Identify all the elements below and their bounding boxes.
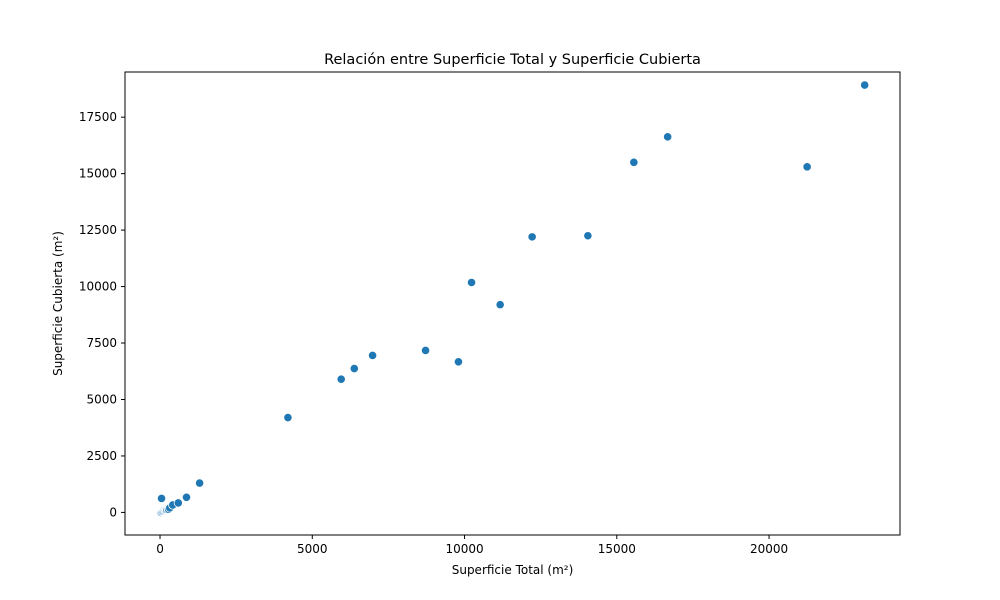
y-axis-label: Superficie Cubierta (m²) [51,231,65,376]
x-tick-label: 10000 [445,542,483,556]
data-point [453,357,464,367]
x-tick-label: 0 [156,542,164,556]
data-point [181,492,192,502]
data-point [629,157,639,167]
data-point [420,345,431,356]
y-axis-ticks: 0 2500 5000 7500 10000 12500 15000 17500 [79,110,125,519]
x-tick-label: 15000 [598,542,636,556]
data-point [349,363,359,374]
y-tick-label: 0 [109,505,117,519]
data-point [336,374,346,384]
data-point [173,498,183,508]
x-axis-label: Superficie Total (m²) [452,563,574,577]
data-point [466,277,477,288]
x-tick-label: 5000 [297,542,328,556]
x-tick-label: 20000 [750,542,788,556]
x-axis-ticks: 0 5000 10000 15000 20000 [156,535,788,556]
data-point [367,350,378,361]
y-tick-label: 2500 [86,449,117,463]
data-point [195,478,205,488]
data-point [283,412,293,423]
data-point [802,162,812,172]
data-point [156,493,167,504]
data-point [663,132,673,142]
data-point [860,80,870,90]
y-tick-label: 15000 [79,167,117,181]
chart-title: Relación entre Superficie Total y Superf… [324,52,701,68]
y-tick-label: 7500 [86,336,117,350]
plot-frame [124,71,901,536]
y-tick-label: 12500 [79,223,117,237]
data-points [156,80,870,518]
data-point [527,232,537,242]
data-point [583,231,593,241]
y-tick-label: 5000 [86,392,117,406]
y-tick-label: 17500 [79,110,117,124]
data-point [495,300,505,310]
y-tick-label: 10000 [79,280,117,294]
